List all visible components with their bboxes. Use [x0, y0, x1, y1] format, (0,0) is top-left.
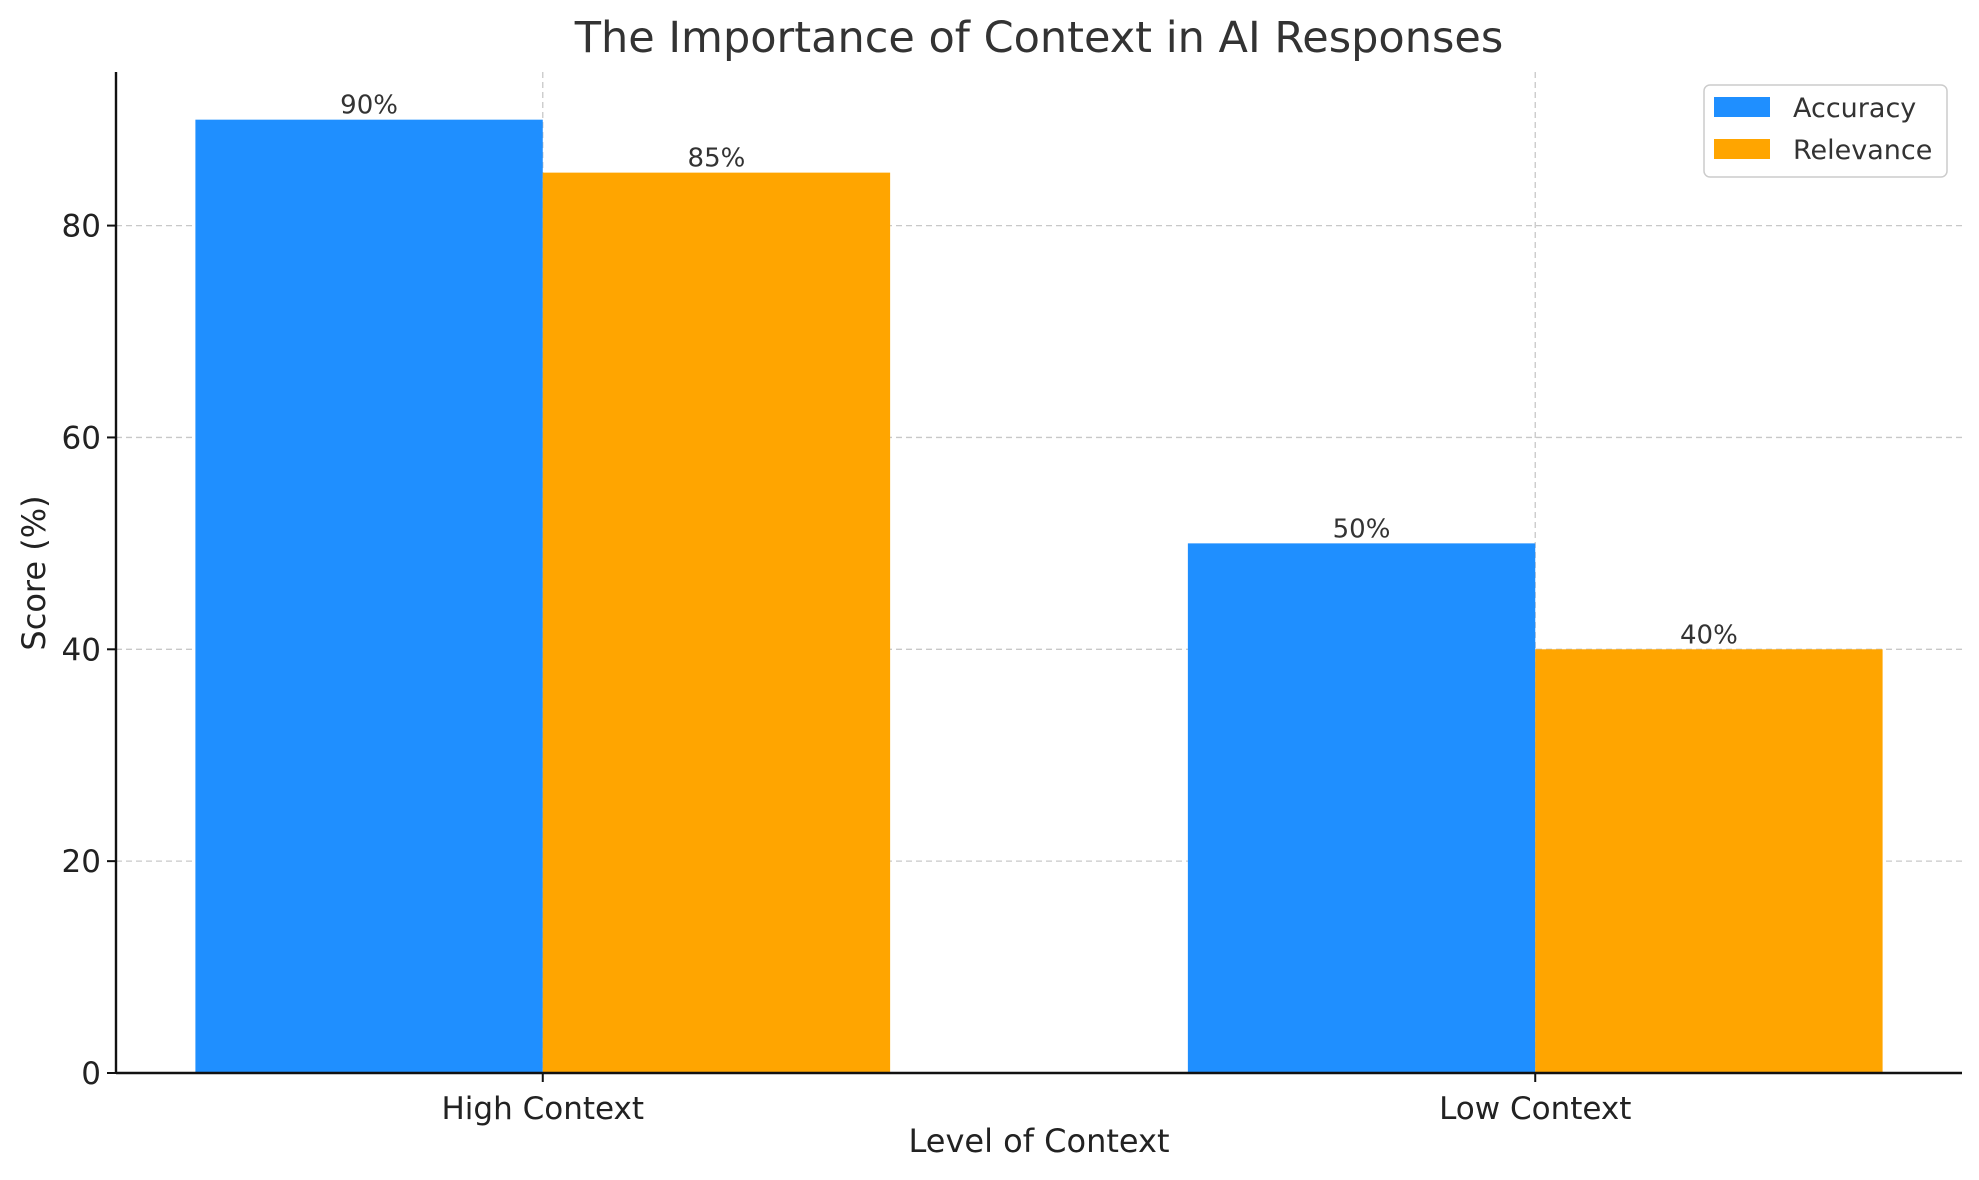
bar-accuracy-low-context — [1187, 543, 1536, 1073]
bars-layer — [195, 119, 1883, 1073]
bar-label-accuracy-low-context: 50% — [1333, 514, 1391, 544]
ticks-layer: 0 20 40 60 80 High Context Low Context — [62, 209, 1632, 1127]
legend-label-accuracy: Accuracy — [1793, 93, 1916, 124]
bar-label-relevance-low-context: 40% — [1680, 620, 1738, 650]
x-axis-title: Level of Context — [908, 1122, 1169, 1160]
y-tick-label-0: 0 — [81, 1056, 101, 1092]
chart-title: The Importance of Context in AI Response… — [574, 13, 1504, 63]
y-tick-label-40: 40 — [62, 632, 101, 668]
x-tick-label-high-context: High Context — [441, 1091, 644, 1127]
legend-swatch-relevance — [1714, 139, 1770, 159]
y-tick-label-20: 20 — [62, 844, 101, 880]
bar-label-relevance-high-context: 85% — [688, 144, 746, 174]
bar-label-accuracy-high-context: 90% — [340, 91, 398, 121]
bar-labels-layer: 90% 50% 85% 40% — [340, 91, 1738, 651]
bar-relevance-high-context — [542, 172, 891, 1073]
legend: Accuracy Relevance — [1703, 84, 1948, 178]
bar-relevance-low-context — [1535, 649, 1883, 1073]
axes-layer — [114, 72, 1962, 1075]
y-axis-title: Score (%) — [15, 495, 53, 650]
y-tick-label-60: 60 — [62, 420, 101, 456]
legend-label-relevance: Relevance — [1793, 135, 1932, 166]
legend-swatch-accuracy — [1714, 97, 1770, 117]
y-tick-label-80: 80 — [62, 209, 101, 245]
x-tick-label-low-context: Low Context — [1439, 1091, 1631, 1127]
bar-accuracy-high-context — [195, 119, 543, 1073]
